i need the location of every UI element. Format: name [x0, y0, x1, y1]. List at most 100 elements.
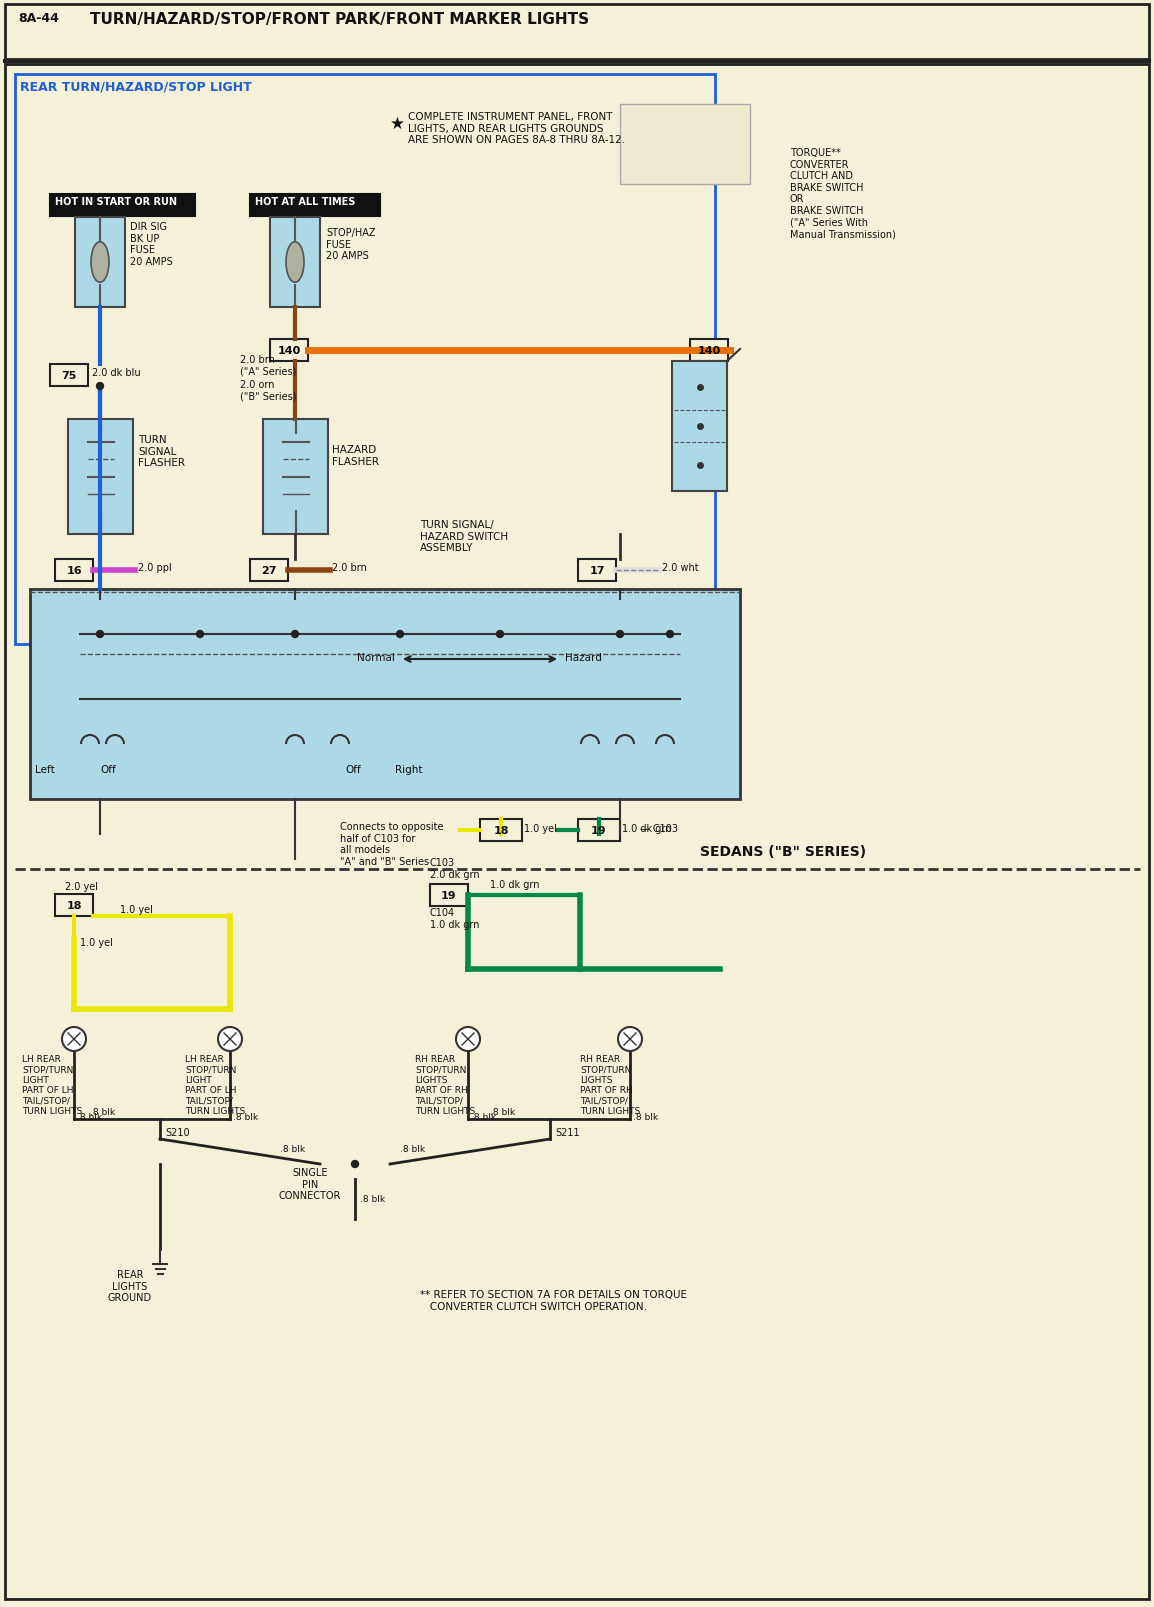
- Text: .8 blk: .8 blk: [400, 1144, 425, 1154]
- Text: .8 blk: .8 blk: [77, 1112, 102, 1122]
- Text: TORQUE**
CONVERTER
CLUTCH AND
BRAKE SWITCH
OR
BRAKE SWITCH
("A" Series With
Manu: TORQUE** CONVERTER CLUTCH AND BRAKE SWIT…: [790, 148, 896, 239]
- Bar: [55, 559, 93, 582]
- Circle shape: [667, 632, 674, 638]
- Text: 75: 75: [61, 371, 76, 381]
- Text: LH REAR
STOP/TURN
LIGHT
PART OF LH
TAIL/STOP/
TURN LIGHTS: LH REAR STOP/TURN LIGHT PART OF LH TAIL/…: [185, 1054, 246, 1115]
- Text: ★: ★: [390, 116, 405, 133]
- Text: TURN SIGNAL/
HAZARD SWITCH
ASSEMBLY: TURN SIGNAL/ HAZARD SWITCH ASSEMBLY: [420, 519, 508, 553]
- Circle shape: [62, 1027, 87, 1051]
- Circle shape: [397, 632, 404, 638]
- Text: TURN
SIGNAL
FLASHER: TURN SIGNAL FLASHER: [138, 435, 185, 468]
- Text: 1.0 dk grn: 1.0 dk grn: [430, 919, 480, 929]
- Bar: [75, 219, 125, 309]
- Text: TURN/HAZARD/STOP/FRONT PARK/FRONT MARKER LIGHTS: TURN/HAZARD/STOP/FRONT PARK/FRONT MARKER…: [90, 11, 590, 27]
- Bar: [263, 419, 328, 535]
- Text: Connects to opposite
half of C103 for
all models
"A" and "B" Series: Connects to opposite half of C103 for al…: [340, 821, 443, 866]
- Text: 140: 140: [697, 346, 720, 355]
- Bar: [578, 820, 620, 842]
- Text: STOP/HAZ
FUSE
20 AMPS: STOP/HAZ FUSE 20 AMPS: [325, 228, 375, 260]
- Text: 2.0 brn
("A" Series): 2.0 brn ("A" Series): [240, 355, 297, 376]
- Bar: [50, 194, 195, 217]
- Text: 17: 17: [590, 566, 605, 575]
- Bar: [690, 339, 728, 362]
- Text: 27: 27: [261, 566, 277, 575]
- Text: Hazard: Hazard: [565, 652, 602, 662]
- Bar: [430, 884, 469, 906]
- Text: 19: 19: [441, 890, 457, 900]
- Bar: [480, 820, 522, 842]
- Text: 1.0 yel: 1.0 yel: [80, 937, 113, 948]
- Text: .8 blk: .8 blk: [90, 1107, 115, 1117]
- Text: 2.0 ppl: 2.0 ppl: [138, 562, 172, 572]
- Text: 1.0 yel: 1.0 yel: [120, 905, 152, 914]
- Text: 18: 18: [493, 826, 509, 836]
- Text: LH REAR
STOP/TURN
LIGHT
PART OF LH
TAIL/STOP/
TURN LIGHTS: LH REAR STOP/TURN LIGHT PART OF LH TAIL/…: [22, 1054, 82, 1115]
- Bar: [270, 219, 320, 309]
- Text: 18: 18: [66, 900, 82, 911]
- Text: — C103: — C103: [640, 823, 679, 834]
- Text: 2.0 wht: 2.0 wht: [662, 562, 698, 572]
- Text: 2.0 brn: 2.0 brn: [332, 562, 367, 572]
- Circle shape: [616, 632, 623, 638]
- Text: SINGLE
PIN
CONNECTOR: SINGLE PIN CONNECTOR: [279, 1167, 342, 1200]
- Ellipse shape: [91, 243, 108, 283]
- Text: .8 blk: .8 blk: [490, 1107, 515, 1117]
- Text: 1.0 dk grn: 1.0 dk grn: [490, 879, 540, 889]
- Bar: [50, 365, 88, 387]
- Text: S210: S210: [165, 1127, 189, 1138]
- Text: 1.0 dk grn: 1.0 dk grn: [622, 823, 672, 834]
- Bar: [68, 419, 133, 535]
- Text: .8 blk: .8 blk: [471, 1112, 496, 1122]
- Text: ** REFER TO SECTION 7A FOR DETAILS ON TORQUE
   CONVERTER CLUTCH SWITCH OPERATIO: ** REFER TO SECTION 7A FOR DETAILS ON TO…: [420, 1289, 687, 1311]
- Text: .8 blk: .8 blk: [634, 1112, 658, 1122]
- Text: .8 blk: .8 blk: [280, 1144, 305, 1154]
- Circle shape: [496, 632, 503, 638]
- Text: Left: Left: [35, 765, 54, 775]
- Circle shape: [218, 1027, 242, 1051]
- Circle shape: [97, 632, 104, 638]
- Bar: [250, 559, 288, 582]
- Text: DIR SIG
BK UP
FUSE
20 AMPS: DIR SIG BK UP FUSE 20 AMPS: [130, 222, 173, 267]
- Bar: [620, 104, 750, 185]
- Bar: [55, 895, 93, 916]
- Bar: [578, 559, 616, 582]
- Text: 19: 19: [591, 826, 607, 836]
- Text: COMPLETE INSTRUMENT PANEL, FRONT
LIGHTS, AND REAR LIGHTS GROUNDS
ARE SHOWN ON PA: COMPLETE INSTRUMENT PANEL, FRONT LIGHTS,…: [409, 112, 625, 145]
- Circle shape: [456, 1027, 480, 1051]
- Bar: [15, 76, 715, 644]
- Text: 2.0 dk blu: 2.0 dk blu: [92, 368, 141, 378]
- Text: RH REAR
STOP/TURN
LIGHTS
PART OF RH
TAIL/STOP/
TURN LIGHTS: RH REAR STOP/TURN LIGHTS PART OF RH TAIL…: [580, 1054, 640, 1115]
- Ellipse shape: [286, 243, 304, 283]
- Bar: [250, 194, 380, 217]
- Text: 16: 16: [66, 566, 82, 575]
- Circle shape: [292, 632, 299, 638]
- Text: HOT IN START OR RUN: HOT IN START OR RUN: [55, 198, 177, 207]
- Text: .8 blk: .8 blk: [233, 1112, 258, 1122]
- Text: 2.0 dk grn: 2.0 dk grn: [430, 869, 480, 879]
- Text: 8A-44: 8A-44: [18, 11, 59, 26]
- Text: Off: Off: [345, 765, 361, 775]
- Text: Off: Off: [100, 765, 115, 775]
- Text: 2.0 orn
("B" Series): 2.0 orn ("B" Series): [240, 379, 297, 402]
- Bar: [30, 590, 740, 800]
- Text: HOT AT ALL TIMES: HOT AT ALL TIMES: [255, 198, 355, 207]
- Text: REAR TURN/HAZARD/STOP LIGHT: REAR TURN/HAZARD/STOP LIGHT: [20, 80, 252, 93]
- Bar: [270, 339, 308, 362]
- Text: 1.0 yel: 1.0 yel: [524, 823, 557, 834]
- Text: 2.0 yel: 2.0 yel: [65, 882, 98, 892]
- Circle shape: [97, 382, 104, 391]
- Text: Normal: Normal: [357, 652, 395, 662]
- Text: SEDANS ("B" SERIES): SEDANS ("B" SERIES): [700, 844, 867, 858]
- Circle shape: [619, 1027, 642, 1051]
- Text: C103: C103: [430, 858, 455, 868]
- Circle shape: [196, 632, 203, 638]
- Text: S211: S211: [555, 1127, 579, 1138]
- Text: .8 blk: .8 blk: [360, 1194, 385, 1204]
- Text: 140: 140: [277, 346, 301, 355]
- Text: REAR
LIGHTS
GROUND: REAR LIGHTS GROUND: [108, 1270, 152, 1302]
- Circle shape: [352, 1160, 359, 1168]
- Bar: [5, 5, 1149, 59]
- Bar: [672, 362, 727, 492]
- Text: HAZARD
FLASHER: HAZARD FLASHER: [332, 445, 379, 466]
- Text: Right: Right: [395, 765, 422, 775]
